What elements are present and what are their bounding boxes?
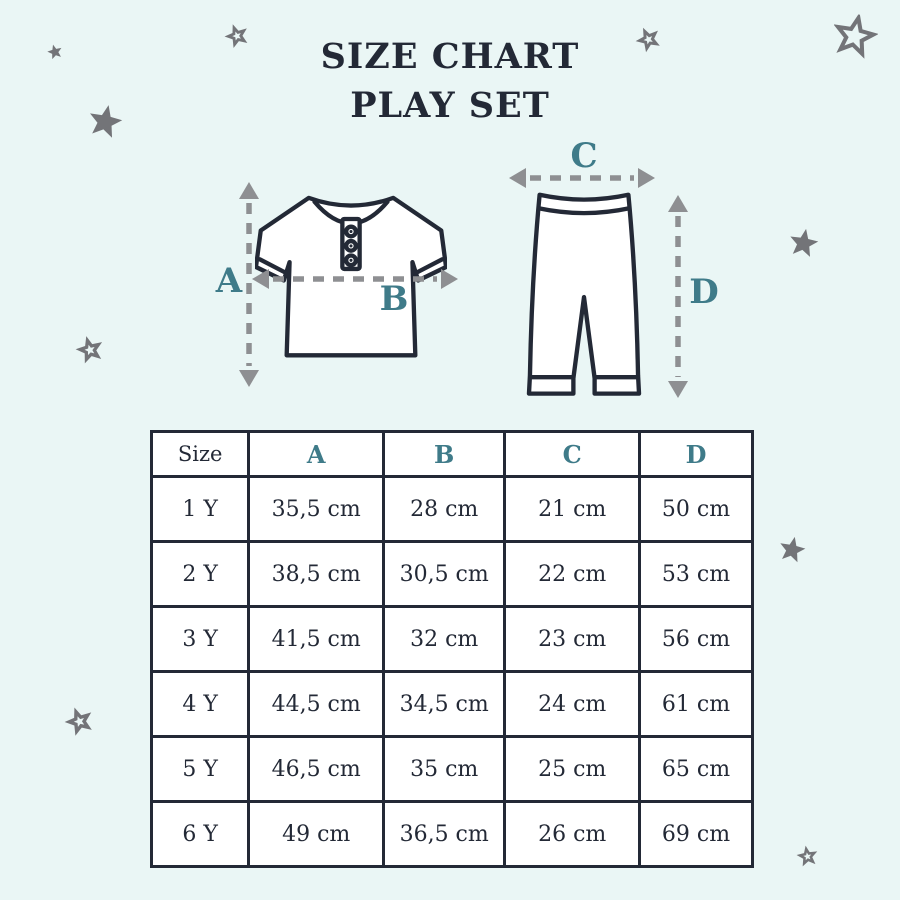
measurement-cell: 21 cm — [503, 475, 641, 543]
measurement-cell: 69 cm — [637, 800, 755, 868]
chart-subtitle: PLAY SET — [350, 85, 550, 126]
size-table-body: 1 Y 35,5 cm 28 cm 21 cm 50 cm 2 Y 38,5 cm 30,5 … — [149, 475, 755, 868]
measurement-cell: 36,5 cm — [381, 800, 507, 868]
measurement-cell: 23 cm — [503, 605, 641, 673]
tshirt-illustration — [255, 190, 447, 368]
star-icon — [60, 702, 100, 742]
measurement-cell: 65 cm — [637, 735, 755, 803]
measurement-cell: 41,5 cm — [247, 605, 385, 673]
measurement-cell: 46,5 cm — [247, 735, 385, 803]
size-table: Size A B C D 1 Y 35,5 cm 28 cm 21 cm 50 cm 2 … — [149, 430, 755, 868]
measurement-cell: 61 cm — [637, 670, 755, 738]
column-header-a: A — [247, 430, 385, 478]
measurement-cell: 53 cm — [637, 540, 755, 608]
column-header-b: B — [381, 430, 507, 478]
chart-title: SIZE CHART — [320, 36, 580, 77]
measurement-cell: 35 cm — [381, 735, 507, 803]
measurement-cell: 44,5 cm — [247, 670, 385, 738]
table-row: 3 Y 41,5 cm 32 cm 23 cm 56 cm — [149, 605, 755, 673]
dimension-label-c: C — [570, 136, 598, 176]
column-header-d: D — [637, 430, 755, 478]
measurement-cell: 28 cm — [381, 475, 507, 543]
size-cell: 5 Y — [149, 735, 251, 803]
star-icon — [775, 533, 808, 566]
measurement-cell: 50 cm — [637, 475, 755, 543]
dimension-label-d: D — [689, 272, 719, 312]
measurement-cell: 35,5 cm — [247, 475, 385, 543]
size-cell: 6 Y — [149, 800, 251, 868]
star-icon — [786, 226, 822, 262]
column-header-size: Size — [149, 430, 251, 478]
dimension-label-a: A — [215, 261, 243, 301]
measurement-cell: 24 cm — [503, 670, 641, 738]
measurement-cell: 49 cm — [247, 800, 385, 868]
star-icon — [794, 843, 821, 870]
column-header-c: C — [503, 430, 641, 478]
table-row: 6 Y 49 cm 36,5 cm 26 cm 69 cm — [149, 800, 755, 868]
measurement-cell: 22 cm — [503, 540, 641, 608]
table-row: 4 Y 44,5 cm 34,5 cm 24 cm 61 cm — [149, 670, 755, 738]
measurement-cell: 34,5 cm — [381, 670, 507, 738]
page-header: SIZE CHART PLAY SET — [0, 32, 900, 130]
table-header-row: Size A B C D — [149, 430, 755, 478]
measurement-cell: 32 cm — [381, 605, 507, 673]
measurement-cell: 56 cm — [637, 605, 755, 673]
measurement-cell: 26 cm — [503, 800, 641, 868]
dimension-label-b: B — [379, 279, 409, 319]
table-row: 5 Y 46,5 cm 35 cm 25 cm 65 cm — [149, 735, 755, 803]
dimension-arrow-a — [234, 182, 264, 387]
table-row: 2 Y 38,5 cm 30,5 cm 22 cm 53 cm — [149, 540, 755, 608]
dimension-arrow-b — [252, 264, 458, 294]
dimension-arrow-c — [509, 163, 655, 193]
size-cell: 1 Y — [149, 475, 251, 543]
measurement-cell: 30,5 cm — [381, 540, 507, 608]
measurement-cell: 25 cm — [503, 735, 641, 803]
size-cell: 2 Y — [149, 540, 251, 608]
pants-illustration — [526, 189, 642, 411]
dimension-arrow-d — [663, 195, 693, 398]
size-cell: 3 Y — [149, 605, 251, 673]
size-cell: 4 Y — [149, 670, 251, 738]
table-row: 1 Y 35,5 cm 28 cm 21 cm 50 cm — [149, 475, 755, 543]
measurement-cell: 38,5 cm — [247, 540, 385, 608]
star-icon — [72, 332, 109, 369]
